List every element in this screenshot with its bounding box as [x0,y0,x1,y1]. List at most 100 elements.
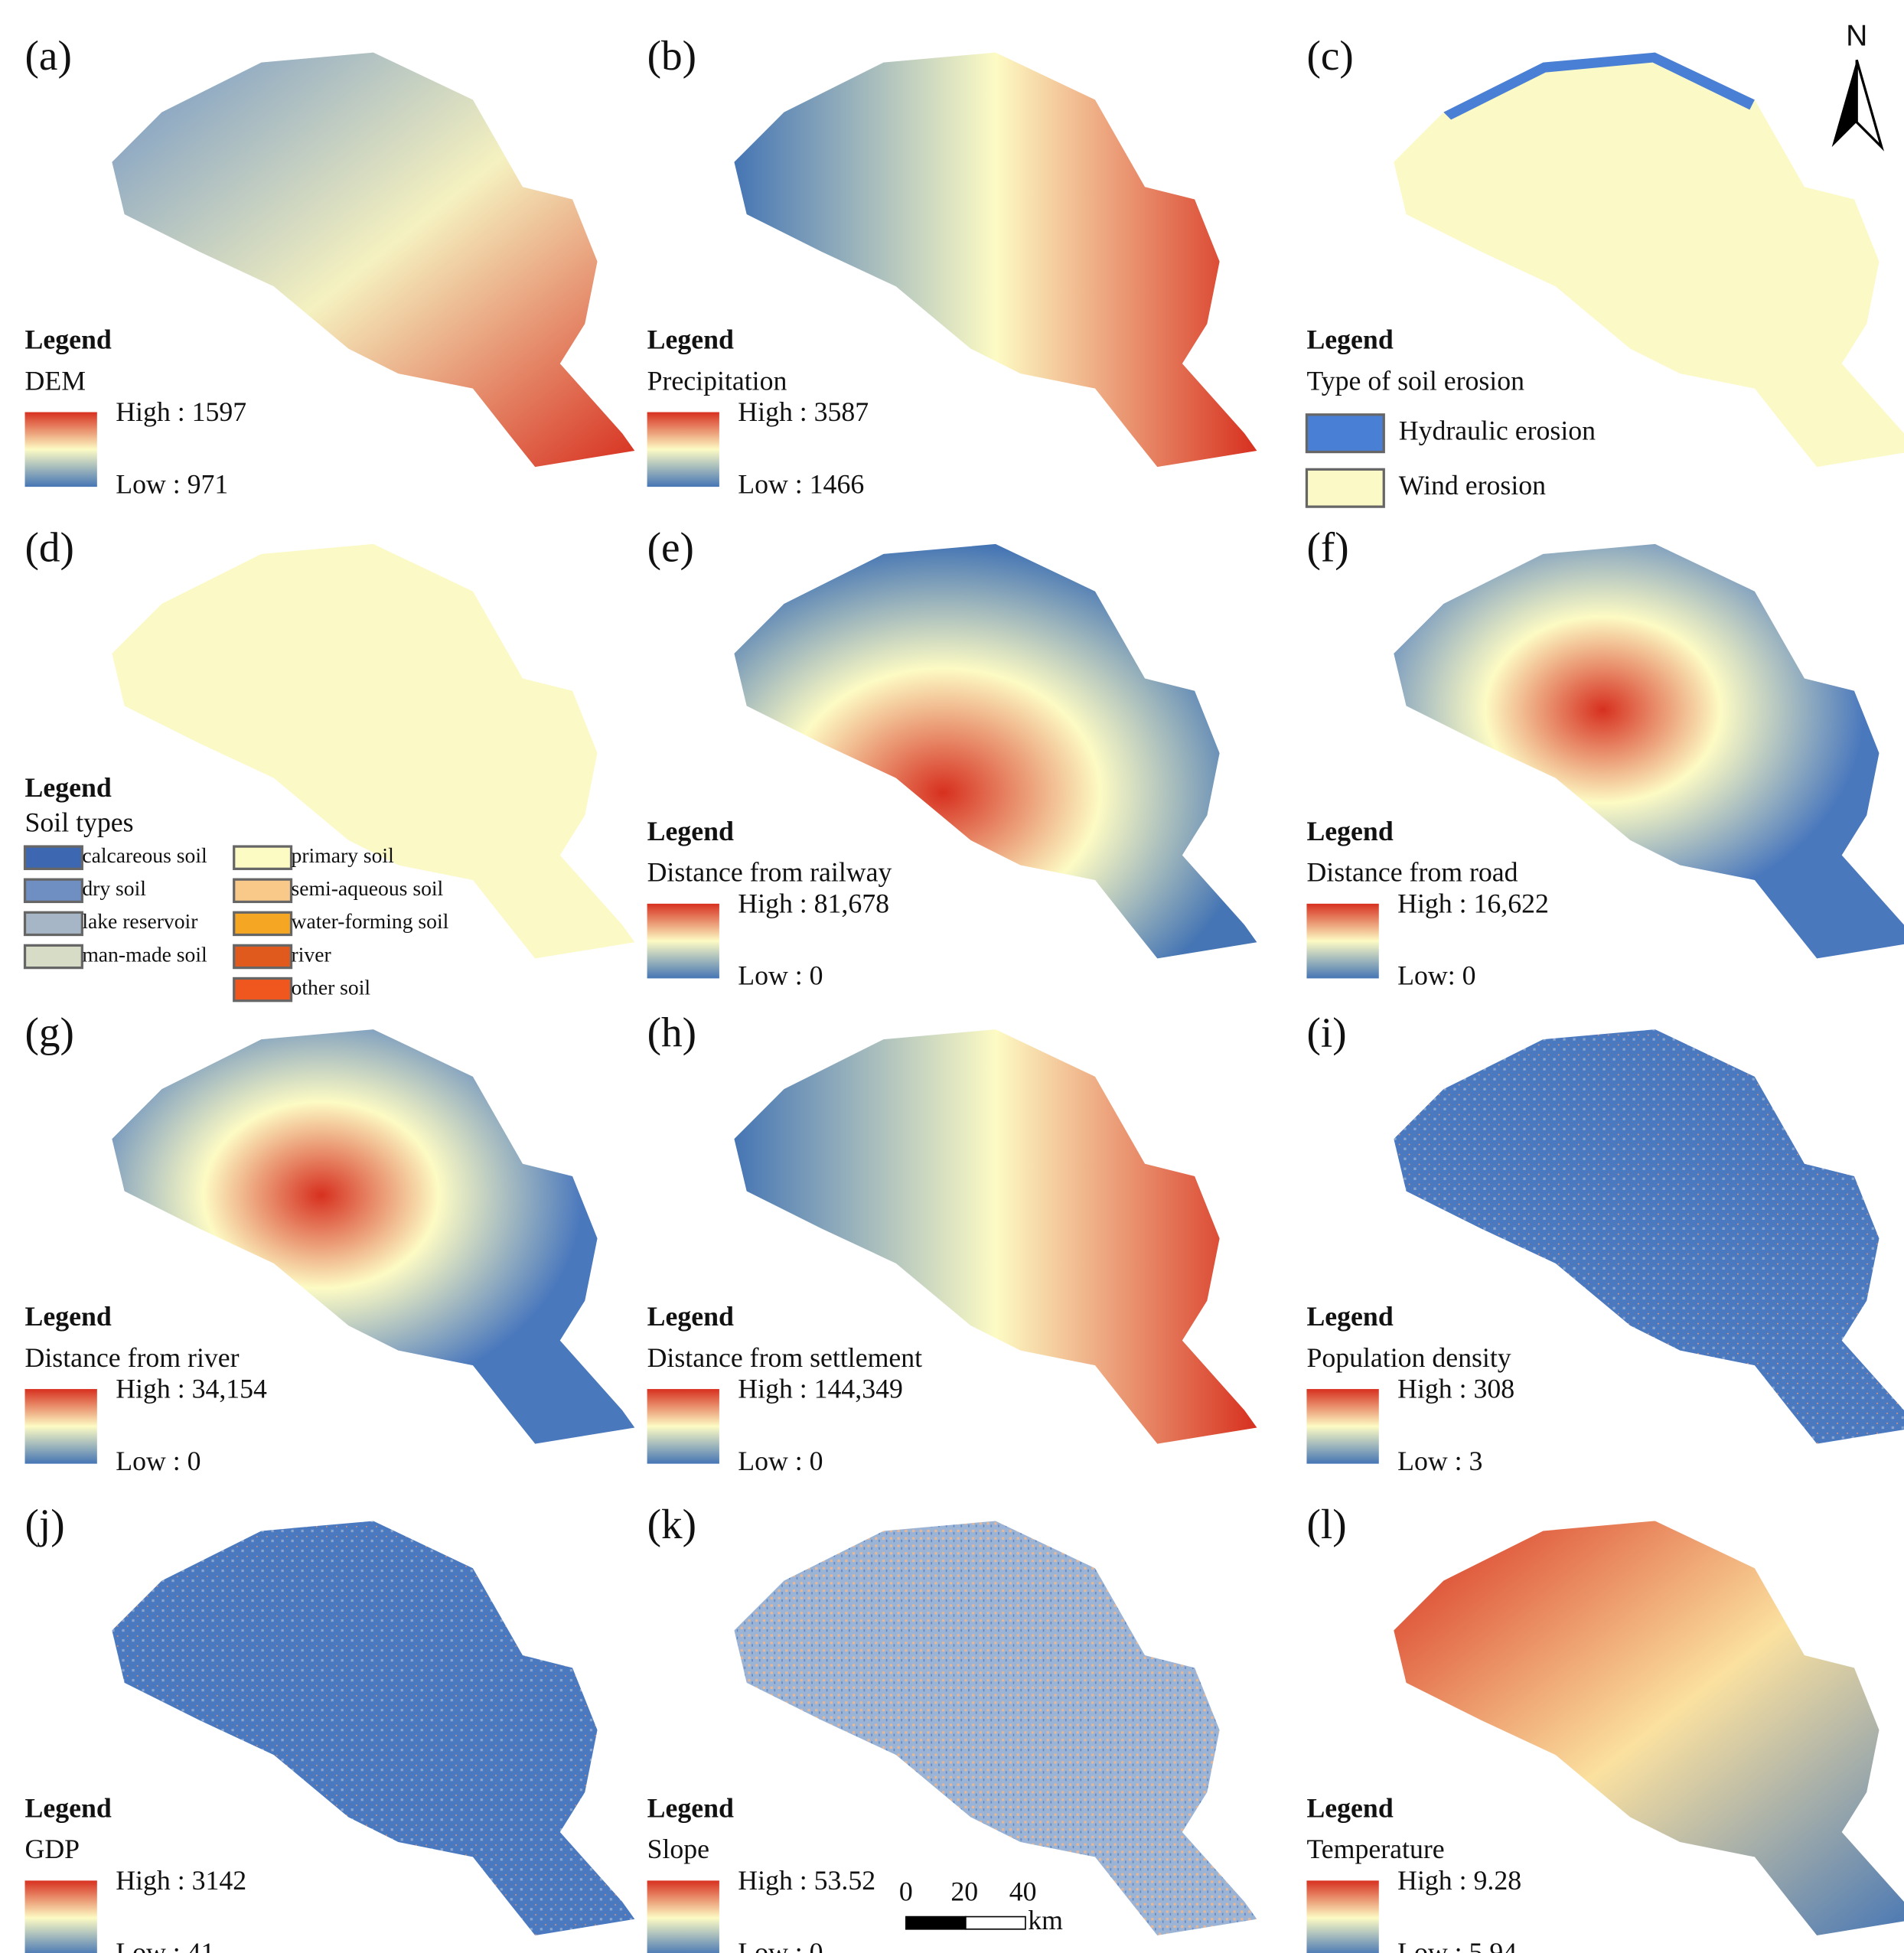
legend-title: Legend [647,1301,734,1332]
layer-name: Slope [647,1834,709,1864]
high-label: High : 1597 [116,396,246,427]
panel-label: (h) [647,1009,696,1056]
low-label: Low : 0 [738,960,823,991]
class-label: Wind erosion [1399,470,1546,500]
color-ramp [647,1880,719,1953]
class-swatch [1305,468,1385,508]
low-label: Low : 0 [738,1446,823,1476]
low-label: Low : 3 [1397,1446,1482,1476]
class-label: lake reservoir [82,909,197,933]
high-label: High : 3142 [116,1865,246,1896]
panel-label: (d) [25,523,74,570]
scale-bar: 0 20 40 km [899,1876,1063,1935]
class-label: calcareous soil [82,843,207,867]
color-ramp [647,903,719,979]
class-swatch [233,976,293,1003]
high-label: High : 16,622 [1397,888,1549,918]
color-ramp [1306,1880,1379,1953]
scale-segment [965,1916,1026,1930]
low-label: Low : 0 [738,1937,823,1953]
layer-name: GDP [25,1834,80,1864]
class-swatch [23,944,83,970]
arrow-right [1855,59,1885,152]
map-panel: (k) Legend Slope High : 53.52 Low : 0 [647,1501,1257,1953]
layer-name: Distance from road [1306,857,1518,888]
legend-title: Legend [25,1301,112,1332]
low-label: Low : 5.94 [1397,1937,1517,1953]
class-swatch [23,911,83,937]
panel-label: (a) [25,32,72,79]
legend-title: Legend [1306,1793,1393,1824]
legend-title: Legend [25,772,112,803]
panel-label: (j) [25,1501,65,1547]
north-label: N [1846,19,1867,52]
class-label: man-made soil [82,942,207,966]
class-swatch [233,878,293,904]
class-swatch [1305,413,1385,454]
panel-label: (c) [1306,32,1353,79]
color-ramp [647,412,719,487]
color-ramp [24,1880,97,1953]
panel-label: (g) [25,1009,74,1056]
map-panel: (c) Legend Type of soil erosion Hydraulic e… [1305,32,1904,508]
layer-name: Population density [1306,1342,1511,1373]
layer-name: Soil types [25,807,134,838]
class-label: dry soil [82,876,146,900]
legend-title: Legend [25,324,112,355]
high-label: High : 144,349 [738,1374,903,1404]
low-label: Low : 41 [116,1937,214,1953]
layer-name: DEM [25,365,86,396]
legend-title: Legend [647,324,734,355]
class-swatch [233,911,293,937]
layer-name: Distance from settlement [647,1342,923,1373]
high-label: High : 3587 [738,396,869,427]
high-label: High : 308 [1397,1374,1514,1404]
class-label: primary soil [292,843,395,867]
class-swatch [23,845,83,870]
scale-segment [905,1916,967,1930]
legend-title: Legend [1306,324,1393,355]
scale-tick: 20 [950,1876,978,1906]
map-panel: (j) Legend GDP High : 3142 Low : 41 [24,1501,635,1953]
legend-title: Legend [647,1793,734,1824]
map-panel: (d) Legend Soil types calcareous soil dry so… [23,523,635,1003]
class-label: Hydraulic erosion [1399,415,1596,445]
color-ramp [24,1389,97,1464]
scale-tick: 0 [899,1876,913,1906]
color-ramp [647,1389,719,1464]
map-panel: (a) Legend DEM High : 1597 Low : 971 [24,32,635,499]
legend-title: Legend [1306,1301,1393,1332]
arrow-left [1831,60,1857,148]
low-label: Low : 1466 [738,468,864,499]
panel-label: (b) [647,32,696,79]
high-label: High : 53.52 [738,1865,875,1896]
layer-name: Type of soil erosion [1306,365,1524,396]
scale-unit: km [1028,1905,1063,1935]
legend-title: Legend [647,816,734,846]
class-swatch [233,944,293,970]
layer-name: Distance from river [25,1342,240,1373]
high-label: High : 34,154 [116,1374,267,1404]
layer-name: Distance from railway [647,857,892,888]
layer-name: Precipitation [647,365,787,396]
class-label: other soil [292,975,371,999]
color-ramp [1306,903,1379,979]
legend-title: Legend [25,1793,112,1824]
class-label: semi-aqueous soil [292,876,444,900]
panel-label: (i) [1306,1009,1346,1056]
panel-label: (f) [1306,523,1348,570]
class-swatch [23,878,83,904]
class-label: river [292,942,331,966]
scale-tick: 40 [1009,1876,1037,1906]
high-label: High : 9.28 [1397,1865,1521,1896]
low-label: Low : 971 [116,468,228,499]
panel-label: (e) [647,523,694,570]
